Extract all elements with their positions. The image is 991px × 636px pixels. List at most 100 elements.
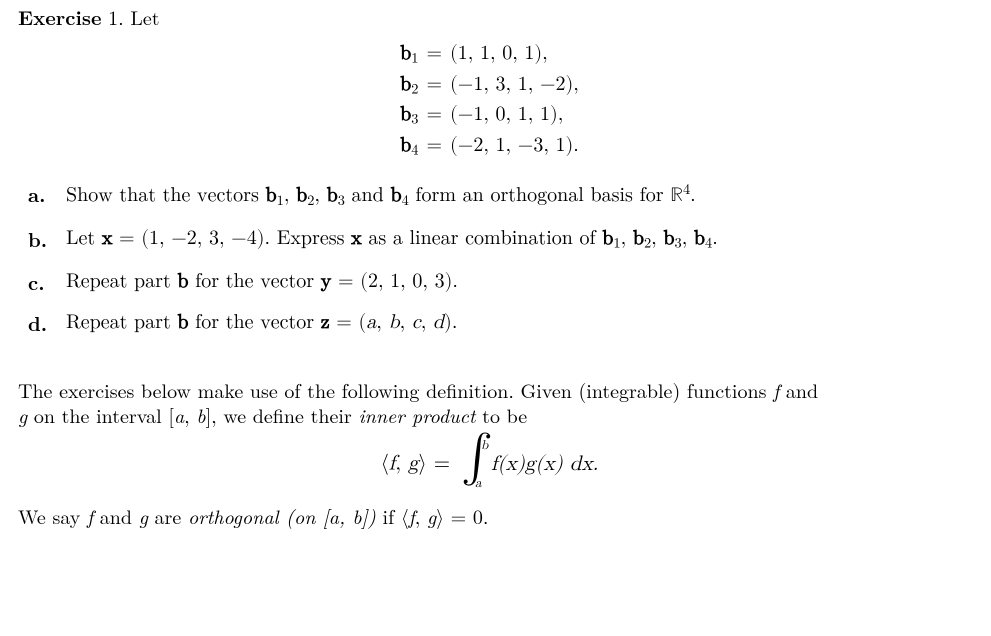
- orthogonal-sentence: We say f and g are orthogonal (on [a, b]…: [18, 503, 961, 531]
- sub: 1: [277, 193, 284, 208]
- g-sym: g: [18, 400, 27, 429]
- sub: 2: [644, 236, 651, 251]
- vector-table: b1 = (1, 1, 0, 1), b2 = (−1, 3, 1, −2), …: [396, 39, 583, 161]
- part-text: Show that the vectors b1, b2, b3 and b4 …: [66, 181, 961, 210]
- vec-value: (−1, 3, 1, −2),: [446, 70, 583, 101]
- text: are: [148, 501, 188, 530]
- comma: ,: [184, 400, 196, 429]
- rangle: ⟩: [419, 453, 427, 474]
- b-sym: b: [327, 186, 338, 206]
- b-sym: b: [390, 186, 401, 206]
- part-d: d. Repeat part b for the vector z = (a, …: [18, 310, 961, 335]
- exercise-heading: Exercise 1. Let: [18, 4, 961, 29]
- text: to be: [476, 400, 528, 429]
- sub: 3: [338, 193, 345, 208]
- part-a: a. Show that the vectors b1, b2, b3 and …: [18, 181, 961, 210]
- inner-product-term: inner product: [358, 400, 475, 429]
- part-label: d.: [18, 310, 66, 335]
- vector-definitions: b1 = (1, 1, 0, 1), b2 = (−1, 3, 1, −2), …: [18, 39, 961, 161]
- b-sym: b: [694, 228, 705, 248]
- equals: =: [422, 70, 446, 101]
- definition-paragraph: The exercises below make use of the foll…: [18, 377, 961, 427]
- part-text: Repeat part b for the vector y = (2, 1, …: [66, 269, 961, 294]
- vector-row: b3 = (−1, 0, 1, 1),: [396, 100, 583, 131]
- text: .: [712, 228, 718, 248]
- interval-b: b: [196, 400, 205, 429]
- b-sym: b: [266, 186, 277, 206]
- equals: =: [422, 100, 446, 131]
- b-sym: b: [296, 186, 307, 206]
- langle: ⟨: [381, 453, 389, 474]
- integral-upper: b: [481, 438, 488, 454]
- vector-row: b1 = (1, 1, 0, 1),: [396, 39, 583, 70]
- let-word: Let: [130, 2, 159, 31]
- sub: 1: [613, 236, 620, 251]
- page: Exercise 1. Let b1 = (1, 1, 0, 1), b2 = …: [0, 0, 991, 636]
- part-text: Repeat part b for the vector z = (a, b, …: [66, 310, 961, 335]
- text: = 0.: [444, 501, 488, 530]
- vec-sub: 1: [411, 51, 418, 66]
- langle: ⟨: [401, 508, 409, 528]
- real-space: ℝ: [670, 186, 683, 206]
- vector-row: b4 = (−2, 1, −3, 1).: [396, 131, 583, 162]
- g-sym: g: [427, 501, 436, 530]
- vec-sub: 4: [411, 142, 418, 157]
- text: Show that the vectors: [66, 186, 266, 206]
- text: .: [690, 186, 696, 206]
- var-b: b: [389, 312, 400, 332]
- x-sym: x: [351, 228, 362, 248]
- comma: ,: [339, 501, 352, 530]
- sep: ,: [395, 453, 408, 474]
- sub: 4: [402, 193, 409, 208]
- vec-value: (1, 1, 0, 1),: [446, 39, 583, 70]
- z-sym: z: [321, 312, 330, 332]
- integral-icon: ∫ b a: [461, 441, 489, 489]
- bold-b: b: [177, 312, 188, 332]
- text: We say: [18, 501, 87, 530]
- var-a: a: [366, 312, 376, 332]
- b-sym: b: [663, 228, 674, 248]
- exercise-number: 1.: [108, 2, 124, 31]
- rangle: ⟩: [436, 508, 444, 528]
- text: and: [93, 501, 139, 530]
- part-text: Let x = (1, −2, 3, −4). Express x as a l…: [66, 226, 961, 253]
- orthogonal-term: orthogonal (on: [188, 501, 323, 530]
- b-sym: b: [633, 228, 644, 248]
- text: for the vector: [189, 312, 321, 332]
- text: if: [376, 501, 401, 530]
- bold-b: b: [177, 271, 188, 291]
- text: and: [779, 375, 818, 404]
- parts-list: a. Show that the vectors b1, b2, b3 and …: [18, 181, 961, 334]
- y-sym: y: [321, 271, 332, 291]
- and: and: [345, 186, 391, 206]
- part-label: a.: [18, 181, 66, 210]
- vec-value: (−2, 1, −3, 1).: [446, 131, 583, 162]
- vec-sub: 2: [411, 81, 418, 96]
- part-label: b.: [18, 226, 66, 253]
- x-sym: x: [102, 228, 113, 248]
- sub: 3: [674, 236, 681, 251]
- var-d: d: [433, 312, 444, 332]
- interval-a: a: [174, 400, 184, 429]
- text: ], we define their: [206, 400, 359, 429]
- vec-sub: 3: [411, 112, 418, 127]
- text: for the vector: [189, 271, 321, 291]
- text: Repeat part: [66, 271, 177, 291]
- integral-lower: a: [475, 476, 482, 492]
- text: = (1, −2, 3, −4). Express: [112, 228, 351, 248]
- g-sym: g: [408, 453, 419, 474]
- exercise-label: Exercise: [18, 2, 102, 31]
- var-c: c: [412, 312, 421, 332]
- b-sym: b: [602, 228, 613, 248]
- equals: =: [422, 131, 446, 162]
- part-label: c.: [18, 269, 66, 294]
- vec-name: b: [400, 43, 411, 63]
- g-sym: g: [139, 501, 148, 530]
- part-c: c. Repeat part b for the vector y = (2, …: [18, 269, 961, 294]
- text: = (2, 1, 0, 3).: [331, 271, 458, 291]
- sub: 2: [307, 193, 314, 208]
- inner-product-definition: ⟨f, g⟩ = ∫ b a f(x)g(x) dx.: [18, 441, 961, 489]
- text: Let: [66, 228, 102, 248]
- text: on the interval [: [27, 400, 174, 429]
- equals: =: [427, 453, 457, 474]
